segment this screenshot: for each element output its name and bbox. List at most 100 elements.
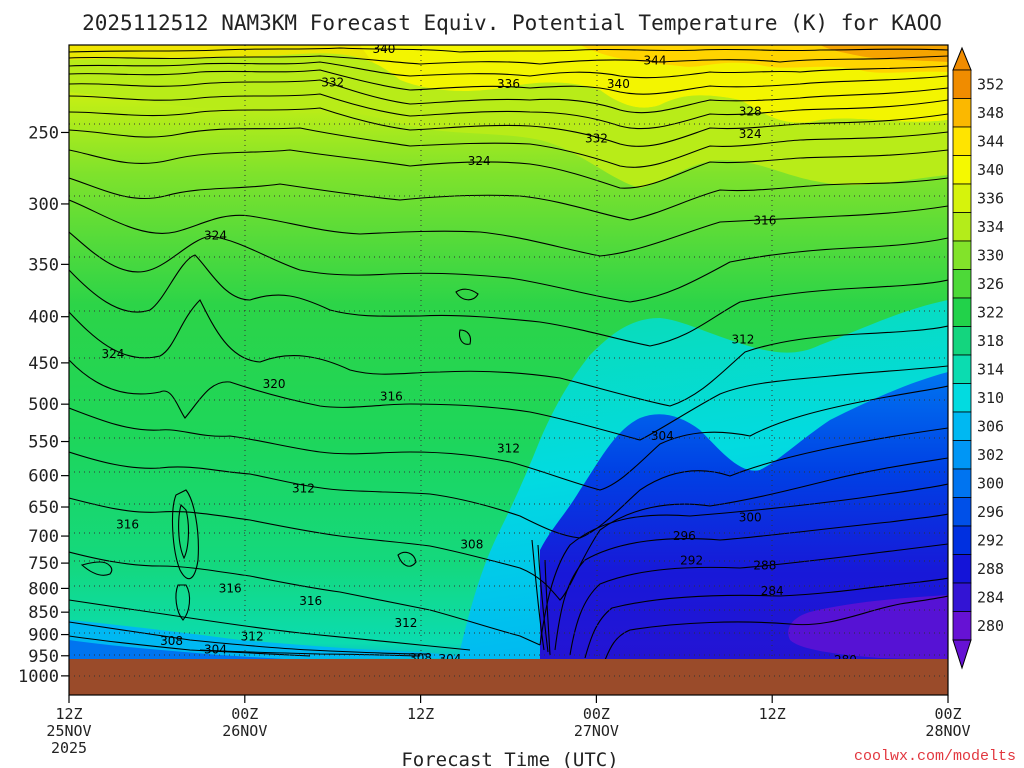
chart-title: 2025112512 NAM3KM Forecast Equiv. Potent…: [82, 11, 942, 35]
y-tick-label: 250: [28, 123, 59, 143]
svg-text:312: 312: [292, 481, 315, 495]
contour-label: 336: [497, 77, 520, 91]
x-tick-label: 12Z: [759, 705, 786, 723]
contour-label: 316: [380, 389, 403, 403]
contour-lines: [69, 47, 948, 661]
svg-text:316: 316: [380, 389, 403, 403]
contour-label: 324: [204, 228, 227, 242]
svg-text:336: 336: [497, 77, 520, 91]
contour-label: 312: [241, 630, 264, 644]
field-purple: [788, 595, 948, 660]
svg-text:308: 308: [460, 537, 483, 551]
svg-text:340: 340: [607, 77, 630, 91]
colorbar-swatch: [952, 497, 972, 527]
x-tick-label: 26NOV: [222, 722, 267, 740]
colorbar-swatch: [952, 126, 972, 156]
colorbar-label: 314: [977, 360, 1004, 378]
colorbar-swatch: [952, 554, 972, 584]
y-tick-label: 300: [28, 195, 59, 215]
colorbar-swatch: [952, 155, 972, 185]
colorbar-swatch: [952, 69, 972, 99]
field-lowlevel-darkblue: [69, 640, 300, 660]
colorbar-swatch: [952, 411, 972, 441]
contour-label: 304: [204, 643, 227, 657]
y-tick-label: 400: [28, 308, 59, 328]
y-tick-label: 500: [28, 395, 59, 415]
y-tick-label: 350: [28, 255, 59, 275]
svg-text:304: 304: [204, 643, 227, 657]
svg-text:316: 316: [299, 594, 322, 608]
colorbar-swatch: [952, 297, 972, 327]
colorbar-swatch: [952, 269, 972, 299]
svg-text:324: 324: [739, 127, 762, 141]
y-tick-label: 850: [28, 603, 59, 623]
contour-label: 332: [321, 75, 344, 89]
svg-text:324: 324: [101, 347, 124, 361]
colorbar-swatch: [952, 212, 972, 242]
svg-text:316: 316: [753, 214, 776, 228]
contour-label: 340: [373, 45, 396, 56]
y-tick-label: 700: [28, 527, 59, 547]
credit-text: coolwx.com/modelts: [854, 748, 1016, 765]
x-tick-label: 00Z: [231, 705, 258, 723]
colorbar: 352 348 344 340 336 334 330 326 322 318 314 310 306 3…: [952, 46, 1004, 670]
contour-label: 332: [585, 132, 608, 146]
y-axis: 250 300 350 400 450 500 550 600 650 700 750 800 850 9…: [18, 123, 69, 687]
colorbar-label: 348: [977, 104, 1004, 122]
svg-text:344: 344: [644, 53, 667, 67]
colorbar-swatch: [952, 582, 972, 612]
colorbar-label: 302: [977, 446, 1004, 464]
contour-label: 324: [101, 347, 124, 361]
y-tick-label: 750: [28, 554, 59, 574]
svg-text:324: 324: [468, 154, 491, 168]
colorbar-swatch: [952, 383, 972, 413]
x-tick-label: 25NOV: [46, 722, 91, 740]
colorbar-label: 336: [977, 189, 1004, 207]
contour-label: 284: [761, 584, 784, 598]
contour-label: 312: [292, 481, 315, 495]
x-tick-label: 2025: [51, 739, 87, 757]
field-blue: [540, 372, 948, 660]
svg-text:316: 316: [219, 581, 242, 595]
svg-text:312: 312: [394, 616, 417, 630]
colorbar-swatch: [952, 468, 972, 498]
colorbar-label: 288: [977, 560, 1004, 578]
x-tick-label: 12Z: [55, 705, 82, 723]
svg-text:312: 312: [497, 442, 520, 456]
y-tick-label: 800: [28, 579, 59, 599]
contour-label: 340: [607, 77, 630, 91]
contour-label: 316: [299, 594, 322, 608]
colorbar-label: 280: [977, 617, 1004, 635]
contour-label: 308: [160, 634, 183, 648]
colorbar-bottom-arrow: [952, 639, 972, 670]
colorbar-swatch: [952, 611, 972, 641]
contour-label: 288: [753, 559, 776, 573]
plot-area: 340 344 332 336 340 328 332 324 324 316 324 312 324 3…: [69, 45, 948, 695]
svg-text:284: 284: [761, 584, 784, 598]
svg-text:332: 332: [321, 75, 344, 89]
plot-frame: [68, 44, 949, 696]
y-tick-label: 450: [28, 354, 59, 374]
svg-text:312: 312: [241, 630, 264, 644]
svg-text:288: 288: [753, 559, 776, 573]
grid-lines: [69, 45, 948, 695]
contour-label: 312: [497, 442, 520, 456]
svg-text:308: 308: [160, 634, 183, 648]
y-tick-label: 650: [28, 498, 59, 518]
colorbar-label: 318: [977, 332, 1004, 350]
y-tick-label: 900: [28, 626, 59, 646]
x-tick-label: 12Z: [407, 705, 434, 723]
colorbar-top-arrow: [952, 46, 972, 71]
svg-text:296: 296: [673, 529, 696, 543]
contour-label: 308: [460, 537, 483, 551]
colorbar-label: 340: [977, 161, 1004, 179]
colorbar-label: 322: [977, 303, 1004, 321]
contour-label: 316: [116, 518, 139, 532]
svg-text:304: 304: [651, 429, 674, 443]
contour-label: 304: [651, 429, 674, 443]
contour-label: 312: [731, 333, 754, 347]
x-tick-label: 27NOV: [574, 722, 619, 740]
contour-label: 344: [644, 53, 667, 67]
